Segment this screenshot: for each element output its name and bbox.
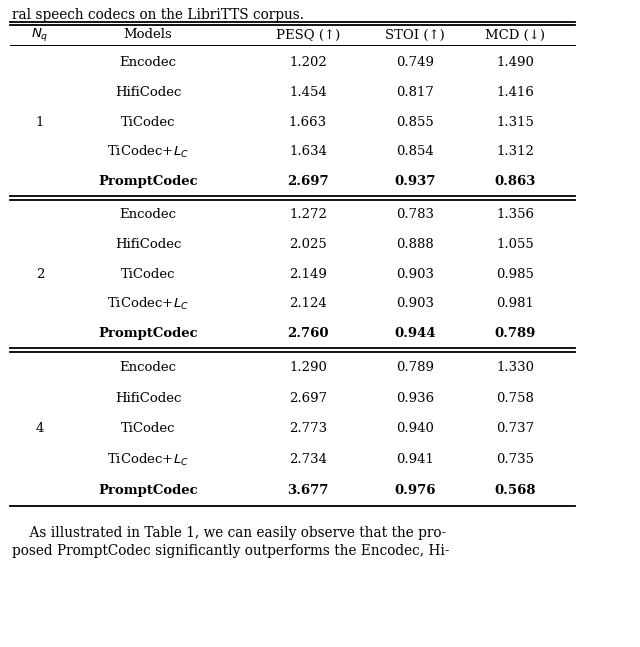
Text: STOI (↑): STOI (↑): [385, 28, 445, 41]
Text: 0.976: 0.976: [394, 484, 436, 497]
Text: PESQ (↑): PESQ (↑): [276, 28, 340, 41]
Text: 2.734: 2.734: [289, 454, 327, 466]
Text: 2.697: 2.697: [287, 175, 329, 188]
Text: 0.749: 0.749: [396, 56, 434, 69]
Text: 0.735: 0.735: [496, 454, 534, 466]
Text: 0.903: 0.903: [396, 267, 434, 281]
Text: TiCodec: TiCodec: [121, 116, 175, 129]
Text: 0.737: 0.737: [496, 422, 534, 435]
Text: 1.356: 1.356: [496, 208, 534, 221]
Text: 0.568: 0.568: [494, 484, 536, 497]
Text: 0.758: 0.758: [496, 391, 534, 405]
Text: 1.312: 1.312: [496, 145, 534, 158]
Text: 1.315: 1.315: [496, 116, 534, 129]
Text: Models: Models: [124, 28, 172, 41]
Text: HifiCodec: HifiCodec: [115, 391, 181, 405]
Text: TiCodec: TiCodec: [121, 422, 175, 435]
Text: 0.863: 0.863: [494, 175, 536, 188]
Text: 0.985: 0.985: [496, 267, 534, 281]
Text: 2.773: 2.773: [289, 422, 327, 435]
Text: 1.416: 1.416: [496, 86, 534, 99]
Text: PromptCodec: PromptCodec: [98, 484, 198, 497]
Text: 2.760: 2.760: [287, 327, 329, 340]
Text: TiCodec: TiCodec: [121, 267, 175, 281]
Text: 1.055: 1.055: [496, 238, 534, 251]
Text: Encodec: Encodec: [120, 56, 177, 69]
Text: 0.903: 0.903: [396, 297, 434, 310]
Text: MCD (↓): MCD (↓): [485, 28, 545, 41]
Text: 0.789: 0.789: [396, 361, 434, 374]
Text: 0.937: 0.937: [394, 175, 436, 188]
Text: 4: 4: [36, 422, 44, 435]
Text: 0.981: 0.981: [496, 297, 534, 310]
Text: 1.330: 1.330: [496, 361, 534, 374]
Text: Encodec: Encodec: [120, 208, 177, 221]
Text: 2.149: 2.149: [289, 267, 327, 281]
Text: TiCodec+$L_C$: TiCodec+$L_C$: [107, 296, 189, 312]
Text: HifiCodec: HifiCodec: [115, 86, 181, 99]
Text: 0.941: 0.941: [396, 454, 434, 466]
Text: 2.025: 2.025: [289, 238, 327, 251]
Text: 1.634: 1.634: [289, 145, 327, 158]
Text: As illustrated in Table 1, we can easily observe that the pro-: As illustrated in Table 1, we can easily…: [12, 526, 446, 540]
Text: 2: 2: [36, 267, 44, 281]
Text: 1.454: 1.454: [289, 86, 327, 99]
Text: 0.855: 0.855: [396, 116, 434, 129]
Text: HifiCodec: HifiCodec: [115, 238, 181, 251]
Text: Encodec: Encodec: [120, 361, 177, 374]
Text: 0.817: 0.817: [396, 86, 434, 99]
Text: 0.888: 0.888: [396, 238, 434, 251]
Text: 0.936: 0.936: [396, 391, 434, 405]
Text: TiCodec+$L_C$: TiCodec+$L_C$: [107, 144, 189, 160]
Text: 0.783: 0.783: [396, 208, 434, 221]
Text: ral speech codecs on the LibriTTS corpus.: ral speech codecs on the LibriTTS corpus…: [12, 8, 304, 22]
Text: PromptCodec: PromptCodec: [98, 327, 198, 340]
Text: 1.272: 1.272: [289, 208, 327, 221]
Text: 1.663: 1.663: [289, 116, 327, 129]
Text: 1.202: 1.202: [289, 56, 327, 69]
Text: TiCodec+$L_C$: TiCodec+$L_C$: [107, 452, 189, 468]
Text: 0.940: 0.940: [396, 422, 434, 435]
Text: 1: 1: [36, 116, 44, 129]
Text: 0.944: 0.944: [394, 327, 436, 340]
Text: 0.854: 0.854: [396, 145, 434, 158]
Text: 1.490: 1.490: [496, 56, 534, 69]
Text: 2.124: 2.124: [289, 297, 327, 310]
Text: $N_q$: $N_q$: [31, 27, 49, 43]
Text: 0.789: 0.789: [494, 327, 536, 340]
Text: posed PromptCodec significantly outperforms the Encodec, Hi-: posed PromptCodec significantly outperfo…: [12, 544, 449, 558]
Text: PromptCodec: PromptCodec: [98, 175, 198, 188]
Text: 3.677: 3.677: [287, 484, 329, 497]
Text: 2.697: 2.697: [289, 391, 327, 405]
Text: 1.290: 1.290: [289, 361, 327, 374]
